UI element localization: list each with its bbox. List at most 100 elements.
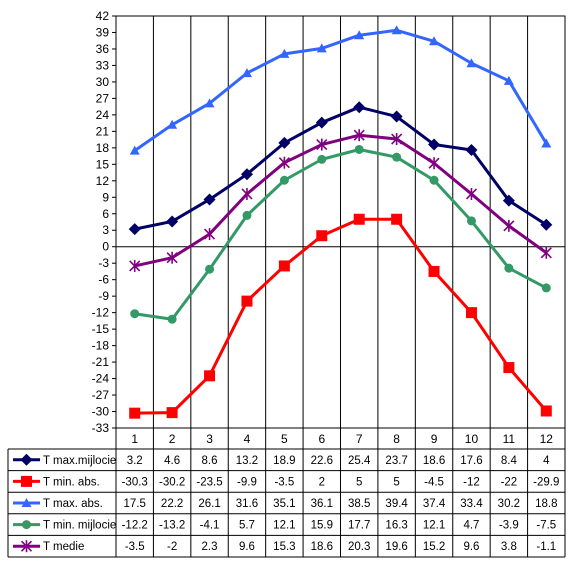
data-label: 37.4: [423, 498, 446, 510]
data-point: [167, 119, 178, 129]
y-tick-label: 30: [96, 75, 110, 89]
y-tick-label: -12: [92, 306, 110, 320]
data-point: [204, 370, 216, 382]
data-label: 39.4: [385, 498, 408, 510]
x-tick-label: 6: [318, 432, 325, 446]
data-point: [241, 187, 253, 200]
data-label: 12.1: [273, 520, 295, 532]
data-label: 16.3: [385, 520, 407, 532]
data-label: 5: [393, 476, 399, 488]
data-point: [241, 295, 253, 307]
data-point: [242, 210, 252, 220]
data-label: 2: [319, 476, 325, 488]
y-tick-label: -30: [92, 405, 110, 419]
legend-label: T min. abs.: [43, 476, 100, 488]
data-label: 18.6: [423, 455, 445, 467]
data-label: 23.7: [385, 455, 407, 467]
data-label: 8.4: [501, 455, 518, 467]
data-point: [540, 246, 552, 259]
series-line: [134, 147, 547, 321]
data-label: -12.2: [122, 520, 148, 532]
data-point: [278, 136, 291, 149]
data-label: -3.9: [499, 520, 519, 532]
data-label: 12.1: [423, 520, 445, 532]
data-point: [166, 407, 178, 419]
data-label: 33.4: [460, 498, 483, 510]
y-tick-label: 36: [96, 42, 110, 56]
data-point: [465, 307, 477, 319]
data-point: [278, 260, 290, 272]
data-label: 30.2: [498, 498, 520, 510]
data-point: [541, 283, 551, 293]
y-tick-label: 6: [102, 207, 109, 221]
y-tick-label: -15: [92, 322, 110, 336]
data-label: 36.1: [311, 498, 333, 510]
series-line: [134, 217, 548, 415]
data-label: 15.3: [273, 541, 295, 553]
data-label: 18.6: [311, 541, 333, 553]
y-tick-label: -33: [92, 421, 110, 435]
data-label: -3.5: [274, 476, 294, 488]
data-label: -4.1: [200, 520, 220, 532]
data-point: [20, 540, 33, 553]
data-label: -4.5: [424, 476, 444, 488]
y-tick-label: 39: [96, 25, 110, 39]
x-tick-label: 12: [540, 432, 554, 446]
y-tick-label: -27: [92, 388, 110, 402]
data-label: -1.1: [536, 541, 556, 553]
data-point: [465, 144, 478, 157]
data-label: 18.8: [535, 498, 557, 510]
data-point: [317, 154, 327, 164]
data-point: [316, 230, 328, 242]
data-label: 22.6: [311, 455, 333, 467]
data-point: [541, 138, 552, 148]
data-point: [130, 309, 140, 319]
data-point: [466, 58, 477, 68]
y-tick-label: -18: [92, 339, 110, 353]
data-label: 19.6: [385, 541, 407, 553]
series-group: [128, 25, 553, 419]
legend-label: T min. mijlocie: [43, 520, 116, 532]
data-point: [316, 43, 327, 53]
y-tick-label: 0: [102, 240, 109, 254]
data-label: 17.6: [460, 455, 482, 467]
y-tick-label: -9: [98, 289, 109, 303]
data-label: -22: [501, 476, 518, 488]
data-label: -13.2: [159, 520, 185, 532]
data-label: 3.8: [501, 541, 517, 553]
data-point: [391, 133, 403, 146]
data-label: -3.5: [125, 541, 145, 553]
x-tick-label: 2: [169, 432, 176, 446]
series-t-min-mijlocie: [130, 144, 551, 324]
data-label: 22.2: [161, 498, 183, 510]
data-label: 4.7: [463, 520, 479, 532]
data-label: 20.3: [348, 541, 370, 553]
data-point: [503, 219, 515, 232]
data-point: [128, 223, 141, 236]
data-point: [466, 216, 476, 226]
data-label: 4: [543, 455, 550, 467]
x-tick-label: 3: [206, 432, 213, 446]
data-point: [21, 475, 32, 487]
data-point: [166, 251, 178, 264]
data-label: 8.6: [202, 455, 218, 467]
data-point: [503, 75, 514, 85]
data-label: 38.5: [348, 498, 370, 510]
x-tick-label: 10: [465, 432, 479, 446]
data-point: [428, 157, 440, 170]
data-label: 9.6: [239, 541, 255, 553]
data-label: 17.7: [348, 520, 370, 532]
data-point: [21, 498, 32, 507]
data-label: -30.3: [122, 476, 148, 488]
y-tick-label: 15: [96, 157, 110, 171]
legend-label: T medie: [43, 541, 84, 553]
data-label: 2.3: [202, 541, 218, 553]
y-tick-label: -6: [98, 273, 109, 287]
y-tick-label: 18: [96, 141, 110, 155]
data-table: 1 2 3 4 5 6 7 8 9 10 11 12T max.mijlocie 3.2 4.6 8.6 13…: [7, 428, 566, 558]
y-tick-label: 24: [96, 108, 110, 122]
data-point: [205, 264, 215, 274]
data-point: [129, 145, 140, 155]
data-point: [316, 138, 328, 151]
